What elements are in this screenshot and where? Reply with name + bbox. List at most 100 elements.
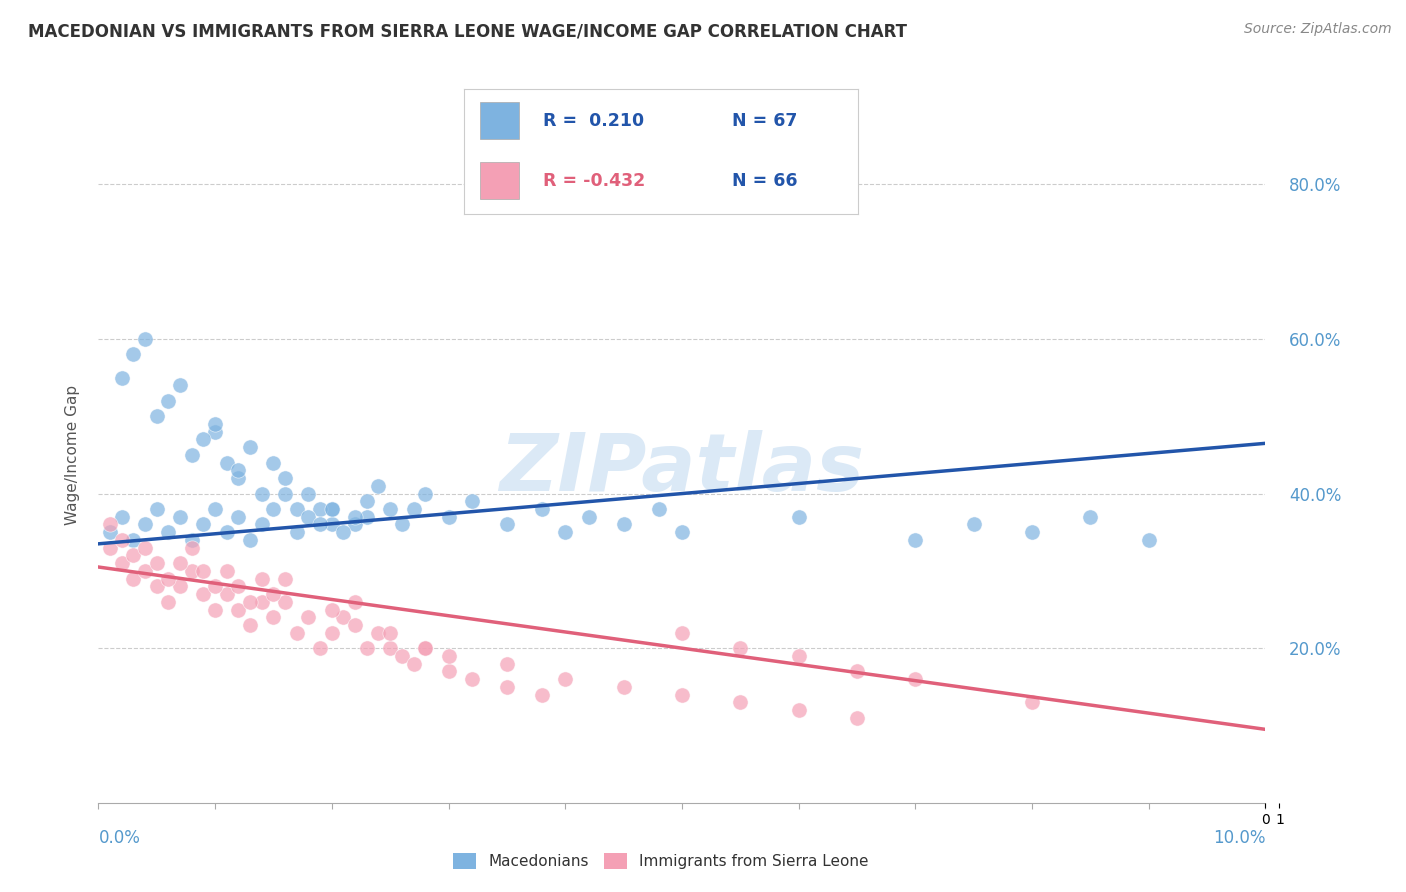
Point (367, 479, 389, 493)
Text: ZIPatlas: ZIPatlas (499, 430, 865, 508)
Point (98, 525, 121, 540)
Point (98, 541, 121, 555)
Point (157, 595, 180, 609)
Point (215, 456, 238, 470)
Point (146, 502, 169, 516)
Point (274, 595, 297, 609)
Point (111, 509, 134, 524)
Point (413, 486, 436, 500)
Point (239, 440, 262, 454)
Point (285, 502, 308, 516)
Point (378, 502, 402, 516)
Point (904, 672, 927, 686)
Point (204, 417, 226, 431)
Text: R =  0.210: R = 0.210 (543, 112, 644, 130)
Point (612, 680, 634, 694)
Y-axis label: Wage/Income Gap: Wage/Income Gap (65, 384, 80, 525)
Point (215, 525, 238, 540)
Point (321, 625, 343, 640)
Point (495, 657, 517, 671)
Point (344, 618, 367, 632)
Legend: Macedonians, Immigrants from Sierra Leone: Macedonians, Immigrants from Sierra Leon… (447, 847, 875, 875)
Point (274, 486, 297, 500)
Point (904, 533, 927, 547)
Point (228, 602, 250, 616)
Point (413, 641, 436, 656)
Point (344, 517, 367, 532)
Point (530, 688, 553, 702)
Point (367, 625, 389, 640)
Point (111, 370, 134, 384)
Point (180, 541, 202, 555)
Point (146, 579, 169, 593)
Point (262, 610, 284, 624)
Point (356, 509, 378, 524)
Point (193, 517, 215, 532)
Point (157, 525, 180, 540)
Point (1080, 509, 1102, 524)
Point (180, 564, 202, 578)
Point (239, 618, 262, 632)
Point (204, 425, 226, 439)
Point (391, 648, 413, 663)
Point (169, 378, 191, 392)
Point (321, 502, 343, 516)
Point (344, 509, 367, 524)
Point (250, 517, 273, 532)
Point (437, 509, 460, 524)
Point (297, 610, 319, 624)
Point (378, 625, 402, 640)
Point (554, 525, 576, 540)
Point (309, 517, 332, 532)
Point (1021, 695, 1043, 709)
Point (204, 502, 226, 516)
Text: N = 67: N = 67 (731, 112, 797, 130)
Point (332, 610, 354, 624)
Point (262, 502, 284, 516)
Point (180, 533, 202, 547)
Point (309, 502, 332, 516)
Point (402, 502, 425, 516)
Point (111, 533, 134, 547)
Point (728, 695, 751, 709)
Point (309, 641, 332, 656)
Point (962, 517, 984, 532)
Point (845, 711, 868, 725)
Point (356, 641, 378, 656)
Point (122, 533, 145, 547)
Point (647, 502, 669, 516)
Point (321, 502, 343, 516)
Point (215, 564, 238, 578)
FancyBboxPatch shape (479, 102, 519, 139)
Text: MACEDONIAN VS IMMIGRANTS FROM SIERRA LEONE WAGE/INCOME GAP CORRELATION CHART: MACEDONIAN VS IMMIGRANTS FROM SIERRA LEO… (28, 22, 907, 40)
Point (274, 471, 297, 485)
Point (146, 409, 169, 424)
Point (671, 688, 693, 702)
Point (262, 587, 284, 601)
Point (297, 509, 319, 524)
Point (262, 456, 284, 470)
Point (239, 595, 262, 609)
Point (180, 448, 202, 462)
Point (228, 509, 250, 524)
Point (1137, 533, 1160, 547)
Point (728, 641, 751, 656)
Point (461, 672, 484, 686)
Point (193, 564, 215, 578)
Point (461, 494, 484, 508)
Point (1021, 525, 1043, 540)
Point (787, 648, 810, 663)
Point (554, 672, 576, 686)
Point (193, 433, 215, 447)
Point (285, 625, 308, 640)
Point (356, 494, 378, 508)
Point (321, 517, 343, 532)
Point (413, 641, 436, 656)
Point (274, 572, 297, 586)
Point (169, 579, 191, 593)
Point (215, 587, 238, 601)
Point (134, 541, 156, 555)
Point (332, 525, 354, 540)
Point (134, 517, 156, 532)
Point (402, 657, 425, 671)
